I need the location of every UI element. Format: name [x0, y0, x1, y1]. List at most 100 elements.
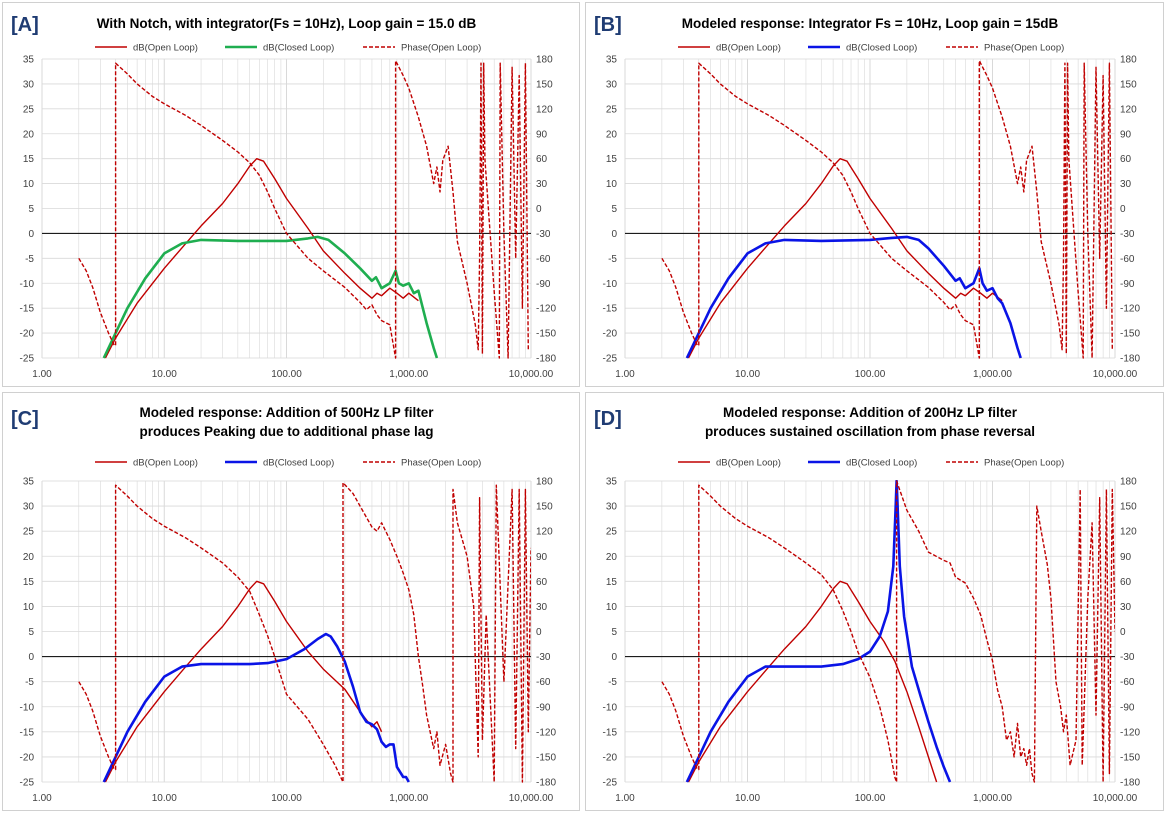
y-tick-label: 5 [28, 204, 34, 215]
x-tick-label: 1.00 [615, 793, 635, 804]
y2-tick-label: 30 [536, 179, 548, 190]
x-tick-label: 10.00 [735, 793, 760, 804]
chart-title: With Notch, with integrator(Fs = 10Hz), … [97, 16, 477, 31]
closed-loop-line [102, 632, 410, 783]
y2-tick-label: 30 [536, 602, 548, 613]
y-tick-label: 35 [23, 477, 35, 488]
chart-panel: [C] Modeled response: Addition of 500Hz L… [2, 392, 580, 811]
y-tick-label: 10 [23, 179, 35, 190]
y-tick-label: -10 [603, 702, 618, 713]
y-tick-label: 25 [23, 527, 35, 538]
open-loop-line [687, 580, 938, 783]
y2-tick-label: 30 [1120, 602, 1132, 613]
y2-tick-label: -30 [1120, 229, 1135, 240]
y-tick-label: -5 [25, 254, 34, 265]
legend-label: dB(Open Loop) [716, 43, 781, 54]
y-tick-label: 30 [23, 502, 35, 513]
y-tick-label: -5 [608, 254, 617, 265]
chart-panel: [D] Modeled response: Addition of 200Hz L… [585, 392, 1164, 811]
y2-tick-label: -60 [536, 677, 551, 688]
y2-tick-label: 150 [536, 79, 553, 90]
y-tick-label: 0 [611, 652, 617, 663]
chart-panel: [B] Modeled response: Integrator Fs = 10H… [585, 2, 1164, 387]
y-tick-label: 30 [606, 79, 618, 90]
x-tick-label: 1.00 [615, 369, 635, 380]
y2-tick-label: 90 [536, 129, 548, 140]
y2-tick-label: 120 [536, 104, 553, 115]
y2-tick-label: -120 [536, 304, 556, 315]
closed-loop-line [102, 235, 439, 359]
y2-tick-label: -120 [1120, 727, 1140, 738]
closed-loop-line [685, 480, 952, 783]
x-tick-label: 10,000.00 [509, 369, 554, 380]
y-tick-label: -25 [20, 778, 35, 789]
y2-tick-label: -90 [536, 702, 551, 713]
phase-line [78, 482, 531, 783]
y2-tick-label: 180 [1120, 55, 1137, 66]
y2-tick-label: 180 [1120, 477, 1137, 488]
y2-tick-label: 150 [536, 502, 553, 513]
chart-svg: [C] Modeled response: Addition of 500Hz L… [11, 405, 556, 804]
legend-label: dB(Closed Loop) [263, 458, 334, 469]
chart-title: Modeled response: Addition of 500Hz LP f… [139, 405, 434, 420]
x-tick-label: 100.00 [855, 369, 886, 380]
x-tick-label: 1.00 [32, 793, 52, 804]
y-tick-label: 15 [606, 154, 618, 165]
y2-tick-label: -90 [536, 279, 551, 290]
y-tick-label: -5 [25, 677, 34, 688]
x-tick-label: 10.00 [735, 369, 760, 380]
y-tick-label: 15 [23, 577, 35, 588]
legend-label: Phase(Open Loop) [984, 43, 1064, 54]
y2-tick-label: 0 [1120, 627, 1126, 638]
y2-tick-label: 150 [1120, 79, 1137, 90]
y-tick-label: 25 [23, 104, 35, 115]
x-tick-label: 1.00 [32, 369, 52, 380]
x-tick-label: 1,000.00 [389, 793, 428, 804]
x-tick-label: 1,000.00 [973, 369, 1012, 380]
y-tick-label: 5 [611, 627, 617, 638]
y2-tick-label: -120 [1120, 304, 1140, 315]
x-tick-label: 10.00 [152, 793, 177, 804]
y-tick-label: 25 [606, 104, 618, 115]
y2-tick-label: 90 [1120, 552, 1132, 563]
open-loop-line [104, 580, 383, 783]
y2-tick-label: 60 [1120, 577, 1132, 588]
y-tick-label: -20 [20, 329, 35, 340]
chart-title: Modeled response: Integrator Fs = 10Hz, … [682, 16, 1059, 31]
y-tick-label: 30 [606, 502, 618, 513]
chart-panel: [A] With Notch, with integrator(Fs = 10Hz… [2, 2, 580, 387]
y2-tick-label: -90 [1120, 279, 1135, 290]
y-tick-label: -25 [603, 354, 618, 365]
y-tick-label: 25 [606, 527, 618, 538]
y-tick-label: 35 [23, 55, 35, 66]
y2-tick-label: -150 [536, 329, 556, 340]
y-tick-label: -15 [603, 304, 618, 315]
x-tick-label: 100.00 [855, 793, 886, 804]
x-tick-label: 10,000.00 [1093, 369, 1138, 380]
y-tick-label: 15 [606, 577, 618, 588]
panel-letter: [D] [594, 408, 622, 430]
legend-label: dB(Open Loop) [716, 458, 781, 469]
y2-tick-label: 120 [1120, 527, 1137, 538]
y-tick-label: -10 [603, 279, 618, 290]
y-tick-label: 35 [606, 55, 618, 66]
y-tick-label: 20 [606, 552, 618, 563]
x-tick-label: 100.00 [271, 369, 302, 380]
y-tick-label: -15 [20, 727, 35, 738]
y2-tick-label: 60 [536, 154, 548, 165]
y2-tick-label: -180 [536, 354, 556, 365]
chart-svg: [D] Modeled response: Addition of 200Hz L… [594, 405, 1140, 804]
y-tick-label: 20 [23, 129, 35, 140]
legend-label: dB(Closed Loop) [263, 43, 334, 54]
y-tick-label: -20 [20, 752, 35, 763]
y2-tick-label: 0 [536, 204, 542, 215]
y2-tick-label: -60 [1120, 254, 1135, 265]
phase-line [661, 60, 1113, 359]
y-tick-label: -20 [603, 752, 618, 763]
y-tick-label: -15 [603, 727, 618, 738]
y2-tick-label: -60 [1120, 677, 1135, 688]
chart-svg: [B] Modeled response: Integrator Fs = 10H… [594, 14, 1140, 380]
y2-tick-label: 120 [1120, 104, 1137, 115]
y2-tick-label: -180 [536, 778, 556, 789]
panel-letter: [A] [11, 14, 39, 36]
